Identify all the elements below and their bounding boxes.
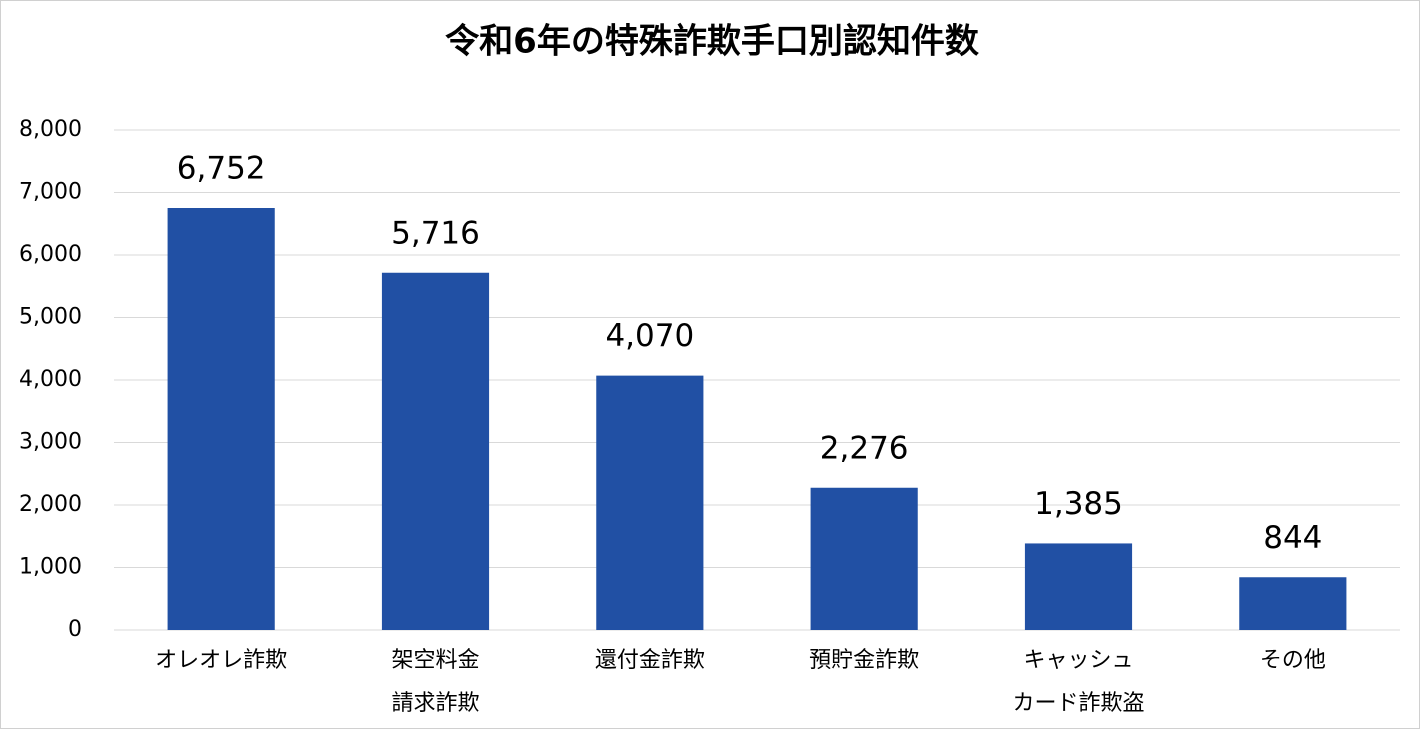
y-tick-label: 8,000 [19, 117, 82, 142]
x-tick-label: オレオレ詐欺 [155, 648, 288, 673]
bar [381, 272, 490, 630]
y-tick-label: 7,000 [19, 180, 82, 205]
bar [810, 487, 918, 630]
value-label: 1,385 [1034, 486, 1123, 522]
value-label: 6,752 [177, 151, 266, 187]
x-tick-label: キャッシュ カード詐欺盗 [1012, 648, 1145, 716]
bar [167, 208, 275, 630]
x-tick-label: 還付金詐欺 [594, 648, 705, 673]
chart-title: 令和6年の特殊詐欺手口別認知件数 [445, 22, 979, 62]
y-tick-label: 1,000 [19, 555, 82, 580]
value-label: 2,276 [820, 430, 909, 466]
x-tick-label: その他 [1259, 648, 1326, 673]
value-label: 844 [1263, 520, 1322, 556]
y-tick-label: 0 [68, 617, 82, 642]
y-tick-label: 3,000 [19, 430, 82, 455]
value-label: 5,716 [391, 215, 480, 251]
y-tick-label: 5,000 [19, 305, 82, 330]
y-tick-label: 2,000 [19, 492, 82, 517]
x-tick-label: 預貯金詐欺 [809, 648, 920, 673]
bar [1024, 543, 1133, 630]
y-tick-label: 6,000 [19, 242, 82, 267]
bar [1239, 577, 1347, 630]
y-tick-label: 4,000 [19, 367, 82, 392]
x-tick-label: 架空料金 請求詐欺 [391, 648, 480, 716]
bar [596, 375, 704, 630]
value-label: 4,070 [605, 318, 694, 354]
